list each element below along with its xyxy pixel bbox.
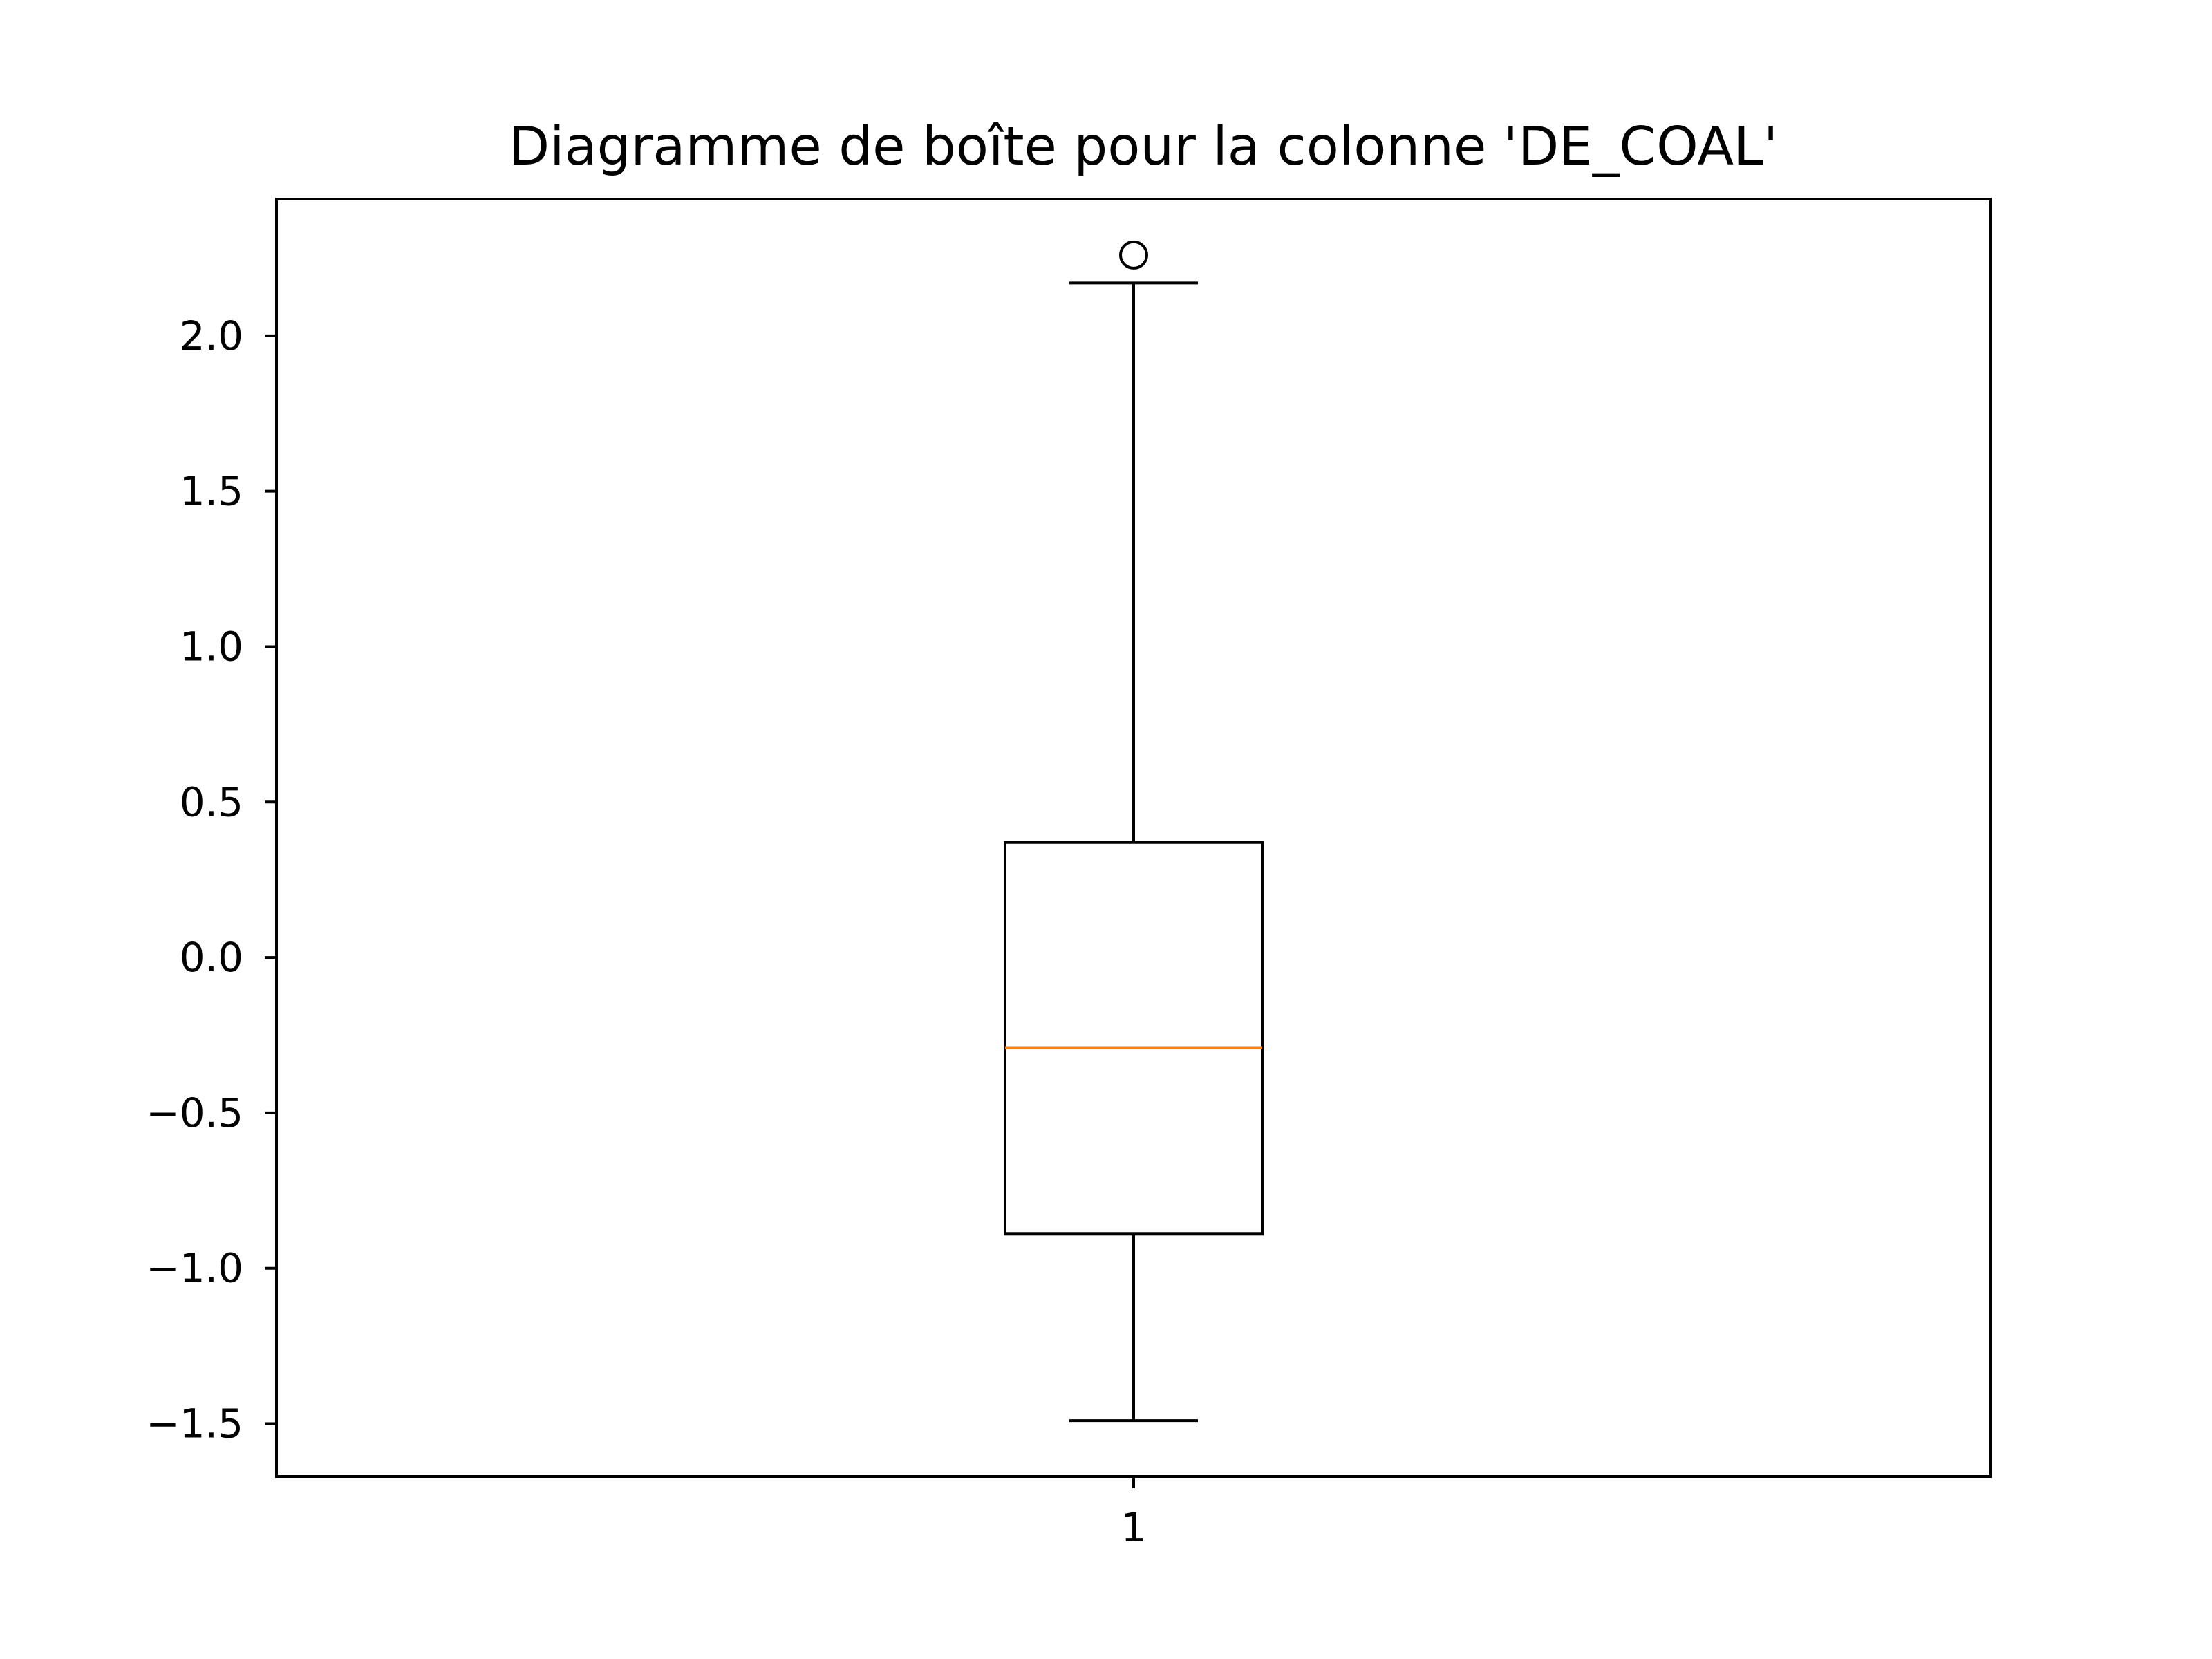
y-tick-label: 1.5 [180, 468, 243, 515]
box-series [1004, 240, 1264, 1423]
x-tick-label: 1 [1121, 1504, 1147, 1551]
chart-title: Diagramme de boîte pour la colonne 'DE_C… [509, 116, 1778, 178]
y-tick-label: 2.0 [180, 312, 243, 359]
y-tick-label: 1.0 [180, 623, 243, 670]
outlier-point [1119, 240, 1148, 270]
y-axis: −1.5 −1.0 −0.5 0.0 0.5 1.0 1.5 2.0 [146, 312, 276, 1447]
x-axis: 1 [1121, 1477, 1147, 1551]
y-tick-label: −1.0 [146, 1245, 243, 1292]
y-tick-label: 0.5 [180, 778, 243, 825]
y-tick-label: −0.5 [146, 1089, 243, 1136]
interquartile-box [1004, 841, 1264, 1236]
y-tick-label: 0.0 [180, 934, 243, 981]
y-tick-label: −1.5 [146, 1400, 243, 1447]
